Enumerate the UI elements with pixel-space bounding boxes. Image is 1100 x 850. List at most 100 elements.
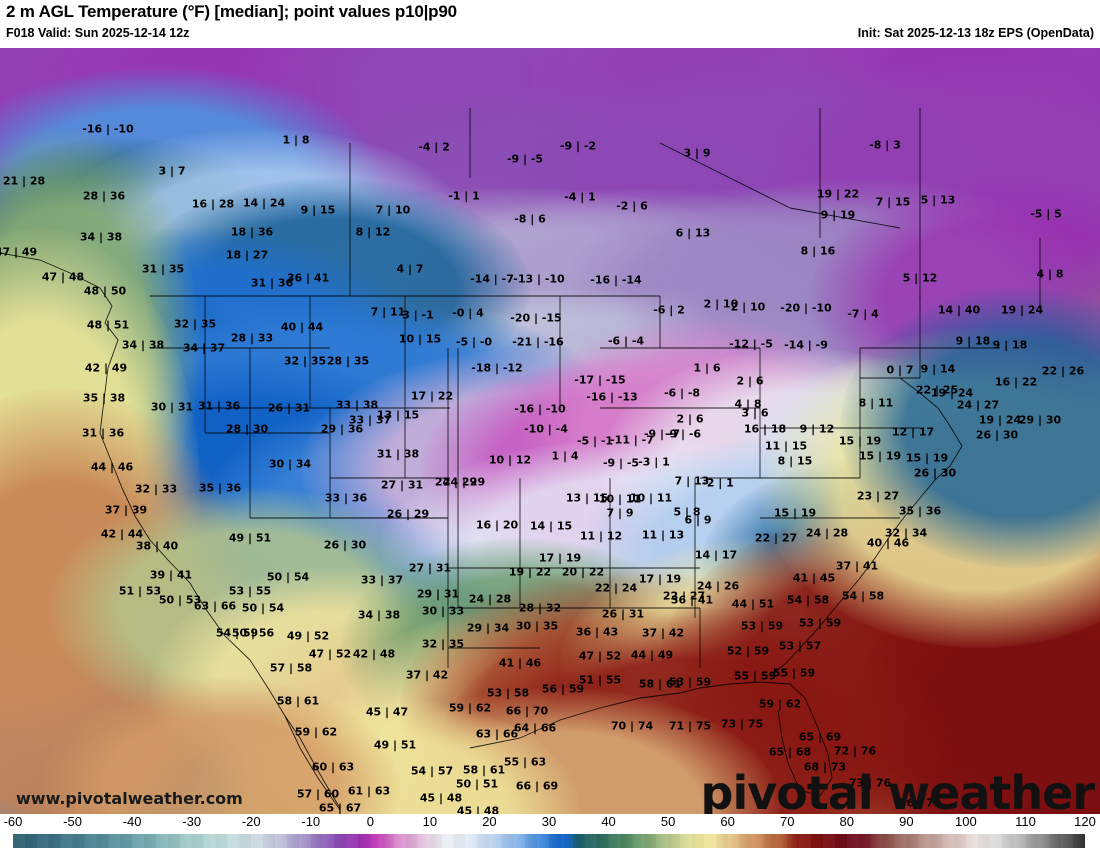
point-value-label: 53 | 55 (228, 584, 272, 598)
point-value-label: 49 | 51 (373, 738, 417, 752)
point-value-label: 56 | 59 (541, 682, 585, 696)
point-value-label: 21 | 28 (2, 174, 46, 188)
point-value-label: 4 | 8 (1036, 267, 1064, 281)
point-value-label: 29 | 34 (466, 621, 510, 635)
point-value-label: 5 | 12 (902, 271, 938, 285)
point-value-label: 16 | 28 (191, 197, 235, 211)
point-value-label: 29 | 31 (416, 587, 460, 601)
point-value-label: 59 | 62 (758, 697, 802, 711)
point-value-label: 35 | 36 (898, 504, 942, 518)
point-value-label: 49 | 52 (286, 629, 330, 643)
point-value-label: 9 | 15 (300, 203, 336, 217)
point-value-label: 33 | 37 (360, 573, 404, 587)
point-value-label: 44 | 49 (630, 648, 674, 662)
point-value-label: 23 | 27 (856, 489, 900, 503)
point-value-label: 64 | 66 (513, 721, 557, 735)
point-value-label: 27 | 31 (408, 561, 452, 575)
point-value-label: 53 | 59 (668, 675, 712, 689)
point-value-label: 40 | 46 (866, 536, 910, 550)
point-value-label: 53 | 57 (778, 639, 822, 653)
point-value-label: 6 | 13 (675, 226, 711, 240)
point-value-label: 17 | 22 (410, 389, 454, 403)
point-value-label: 8 | 11 (858, 396, 894, 410)
point-value-label: 60 | 63 (311, 760, 355, 774)
point-value-label: 26 | 29 (386, 507, 430, 521)
point-value-label: 19 | 22 (816, 187, 860, 201)
colorbar-tick: 80 (839, 814, 854, 829)
point-value-label: 24 | 28 (805, 526, 849, 540)
point-value-label: 59 | 62 (448, 701, 492, 715)
point-value-label: 8 | 16 (800, 244, 836, 258)
point-value-label: 24 | 27 (956, 398, 1000, 412)
point-value-label: 45 | 48 (419, 791, 463, 805)
point-value-label: 31 | 36 (250, 276, 294, 290)
point-value-label: 16 | 20 (475, 518, 519, 532)
colorbar: -60 -50 -40 -30 -20 -10 0 10 20 30 40 50 60 70 80 90 100… (0, 814, 1100, 850)
point-value-label: 28 | 30 (225, 422, 269, 436)
point-value-label: 15 | 19 (773, 506, 817, 520)
point-value-label: 54 | 58 (786, 593, 830, 607)
point-value-label: 37 | 42 (405, 668, 449, 682)
point-value-label: 5 | 8 (673, 505, 701, 519)
point-value-label: 15 | 19 (838, 434, 882, 448)
point-value-label: -9 | -5 (602, 456, 640, 470)
point-value-label: 58 | 61 (276, 694, 320, 708)
point-value-label: 33 | 36 (324, 491, 368, 505)
point-value-label: 36 | 43 (575, 625, 619, 639)
point-value-label: 14 | 24 (242, 196, 286, 210)
colorbar-tick: 120 (1074, 814, 1096, 829)
point-value-label: 7 | 9 (606, 506, 634, 520)
point-value-label: -16 | -10 (514, 402, 566, 416)
point-value-label: 32 | 35 (421, 637, 465, 651)
point-value-label: 31 | 36 (81, 426, 125, 440)
point-value-label: 28 | 32 (518, 601, 562, 615)
point-value-label: 51 | 55 (578, 673, 622, 687)
point-value-label: -6 | 2 (653, 303, 685, 317)
point-value-label: 66 | 69 (515, 779, 559, 793)
point-value-label: -9 | -7 (643, 427, 681, 441)
point-value-label: 42 | 44 (100, 527, 144, 541)
temperature-map[interactable]: 21 | 28 -16 | -10 3 | 7 1 | 8 28 | 36 16 | 28… (0, 48, 1100, 814)
point-value-label: 19 | 24 (1000, 303, 1044, 317)
point-value-label: 11 | 15 (764, 439, 808, 453)
point-value-label: 45 | 48 (456, 804, 500, 815)
point-value-label: 8 | 15 (777, 454, 813, 468)
colorbar-tick: 0 (366, 814, 374, 829)
point-value-label: 18 | 36 (230, 225, 274, 239)
point-value-label: 27 | 31 (380, 478, 424, 492)
point-value-label: 22 | 25 (915, 383, 959, 397)
point-value-label: 22 | 26 (1041, 364, 1085, 378)
point-value-label: 54 | 58 (841, 589, 885, 603)
point-value-label: 17 | 19 (538, 551, 582, 565)
point-value-label: 50 | 51 (455, 777, 499, 791)
colorbar-ticks: -60 -50 -40 -30 -20 -10 0 10 20 30 40 50 60 70 80 90 100… (0, 814, 1100, 832)
point-value-label: -3 | 1 (638, 455, 670, 469)
point-value-label: 47 | 52 (578, 649, 622, 663)
point-value-label: -9 | -5 (506, 152, 544, 166)
point-value-label: -16 | -10 (82, 122, 134, 136)
point-value-label: 1 | 8 (282, 133, 310, 147)
point-value-label: 22 | 27 (754, 531, 798, 545)
point-value-label: 14 | 15 (529, 519, 573, 533)
point-value-label: 48 | 50 (83, 284, 127, 298)
point-value-label: 7 | 15 (875, 195, 911, 209)
point-value-label: 42 | 49 (84, 361, 128, 375)
point-value-label: 26 | 30 (323, 538, 367, 552)
point-value-label: 71 | 75 (668, 719, 712, 733)
page-title: 2 m AGL Temperature (°F) [median]; point… (6, 2, 457, 21)
point-value-label: 50 | 56 (231, 626, 275, 640)
map-header: 2 m AGL Temperature (°F) [median]; point… (0, 0, 1100, 48)
point-value-label: 50 | 54 (241, 601, 285, 615)
point-value-label: 29 | 36 (320, 422, 364, 436)
point-value-label: -8 | 3 (869, 138, 901, 152)
point-value-label: 65 | 69 (798, 730, 842, 744)
point-value-label: 16 | 22 (994, 375, 1038, 389)
point-value-label: 9 | 18 (955, 334, 991, 348)
point-value-label: 19 | 24 (930, 386, 974, 400)
point-value-label: 70 | 74 (610, 719, 654, 733)
point-value-label: 42 | 48 (352, 647, 396, 661)
point-value-label: 12 | 17 (891, 425, 935, 439)
point-value-label: 26 | 30 (975, 428, 1019, 442)
point-value-label: 15 | 19 (905, 451, 949, 465)
point-value-label: 7 | 13 (674, 474, 710, 488)
